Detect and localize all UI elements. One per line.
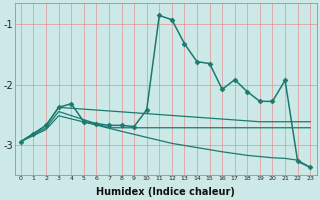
X-axis label: Humidex (Indice chaleur): Humidex (Indice chaleur) [96,187,235,197]
